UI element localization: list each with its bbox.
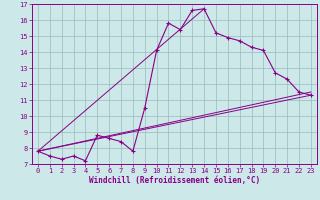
X-axis label: Windchill (Refroidissement éolien,°C): Windchill (Refroidissement éolien,°C) <box>89 176 260 185</box>
